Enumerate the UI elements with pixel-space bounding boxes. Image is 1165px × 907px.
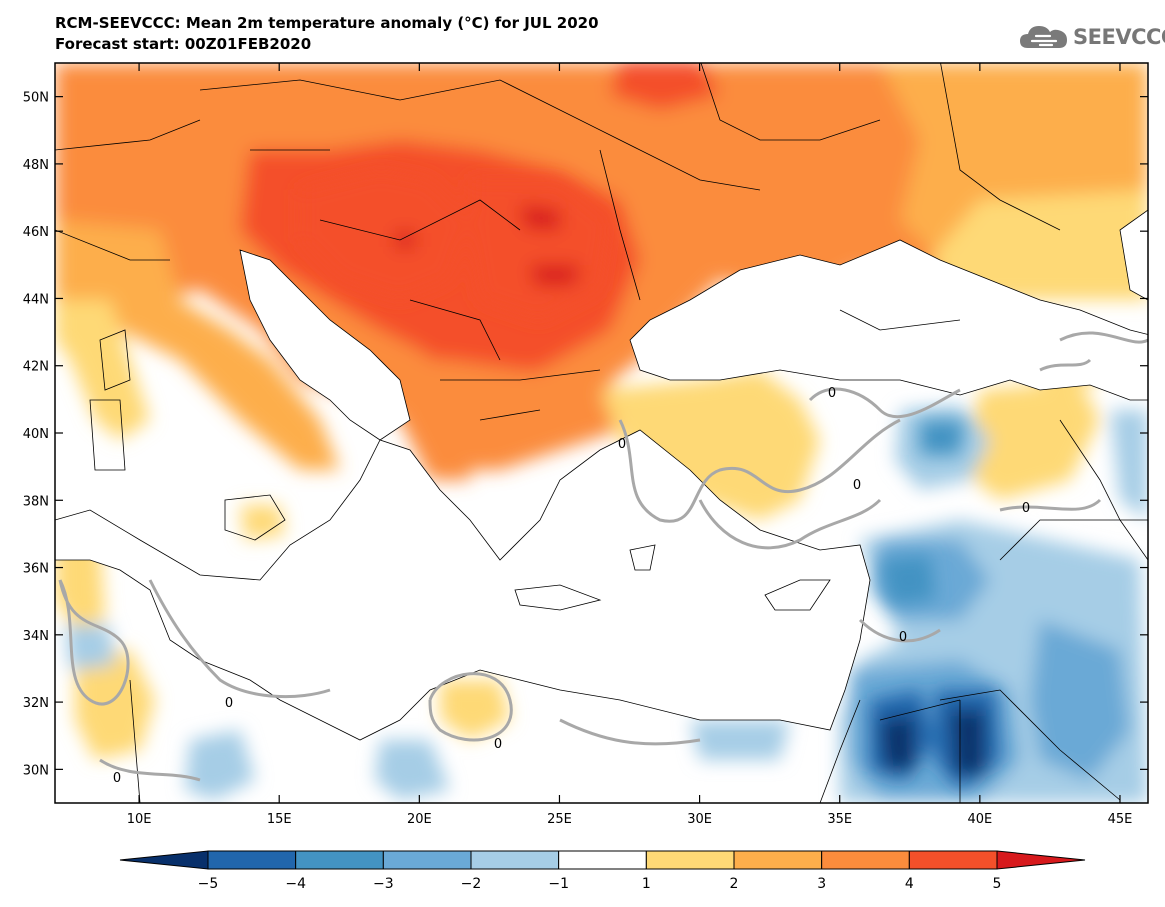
y-tick-label: 44N xyxy=(23,292,49,307)
anomaly-field: 0 0 0 0 0 0 0 0 xyxy=(55,63,1148,803)
colorbar: −5 −4 −3 −2 −1 1 2 3 4 5 xyxy=(119,850,1086,892)
contour-label: 0 xyxy=(494,737,502,752)
y-tick-label: 48N xyxy=(23,158,49,173)
cloud-logo-icon xyxy=(1020,26,1067,48)
colorbar-label: −5 xyxy=(198,876,219,892)
map-title: RCM-SEEVCCC: Mean 2m temperature anomaly… xyxy=(55,14,599,32)
colorbar-upper-extend xyxy=(996,850,1086,870)
colorbar-lower-extend xyxy=(119,850,209,870)
seevccc-logo: SEEVCCC xyxy=(1018,22,1165,52)
colorbar-bin xyxy=(295,850,384,870)
colorbar-label: −1 xyxy=(548,876,569,892)
colorbar-bin xyxy=(470,850,560,870)
colorbar-bin xyxy=(821,850,910,870)
colorbar-bin xyxy=(645,850,735,870)
colorbar-bin xyxy=(558,850,647,870)
x-axis: 10E 15E 20E 25E 30E 35E 40E 45E xyxy=(127,63,1133,827)
x-tick-label: 35E xyxy=(827,812,852,827)
colorbar-label: 1 xyxy=(642,876,651,892)
x-tick-label: 25E xyxy=(547,812,572,827)
colorbar-label: 5 xyxy=(993,876,1002,892)
x-tick-label: 30E xyxy=(687,812,712,827)
y-tick-label: 36N xyxy=(23,562,49,577)
contour-labels: 0 0 0 0 0 0 0 0 xyxy=(113,386,1030,786)
colorbar-bin xyxy=(733,850,823,870)
colorbar-label: −2 xyxy=(461,876,482,892)
x-tick-label: 20E xyxy=(407,812,432,827)
colorbar-label: 2 xyxy=(730,876,739,892)
contour-label: 0 xyxy=(618,437,626,452)
y-tick-label: 50N xyxy=(23,91,49,106)
logo-text: SEEVCCC xyxy=(1073,25,1165,49)
y-tick-label: 34N xyxy=(23,629,49,644)
colorbar-label: −4 xyxy=(285,876,306,892)
contour-label: 0 xyxy=(1022,501,1030,516)
contour-label: 0 xyxy=(225,696,233,711)
y-tick-label: 32N xyxy=(23,696,49,711)
y-axis: 50N 48N 46N 44N 42N 40N 38N 36N 34N 32N 30N xyxy=(23,91,1148,778)
x-tick-label: 40E xyxy=(967,812,992,827)
y-tick-label: 40N xyxy=(23,427,49,442)
colorbar-label: 4 xyxy=(905,876,914,892)
forecast-start: Forecast start: 00Z01FEB2020 xyxy=(55,35,312,53)
y-tick-label: 42N xyxy=(23,360,49,375)
coastlines-borders xyxy=(55,63,1148,803)
contour-label: 0 xyxy=(899,630,907,645)
y-tick-label: 30N xyxy=(23,763,49,778)
colorbar-bin xyxy=(908,850,998,870)
contour-label: 0 xyxy=(828,386,836,401)
zero-contours xyxy=(58,331,1148,782)
colorbar-bin xyxy=(382,850,472,870)
x-tick-label: 15E xyxy=(267,812,292,827)
x-tick-label: 10E xyxy=(127,812,152,827)
contour-label: 0 xyxy=(113,771,121,786)
y-tick-label: 38N xyxy=(23,494,49,509)
colorbar-label: −3 xyxy=(373,876,394,892)
colorbar-bin xyxy=(207,850,297,870)
colorbar-label: 3 xyxy=(817,876,826,892)
contour-label: 0 xyxy=(853,478,861,493)
sea-areas xyxy=(55,209,1148,741)
x-tick-label: 45E xyxy=(1108,812,1133,827)
y-tick-label: 46N xyxy=(23,225,49,240)
